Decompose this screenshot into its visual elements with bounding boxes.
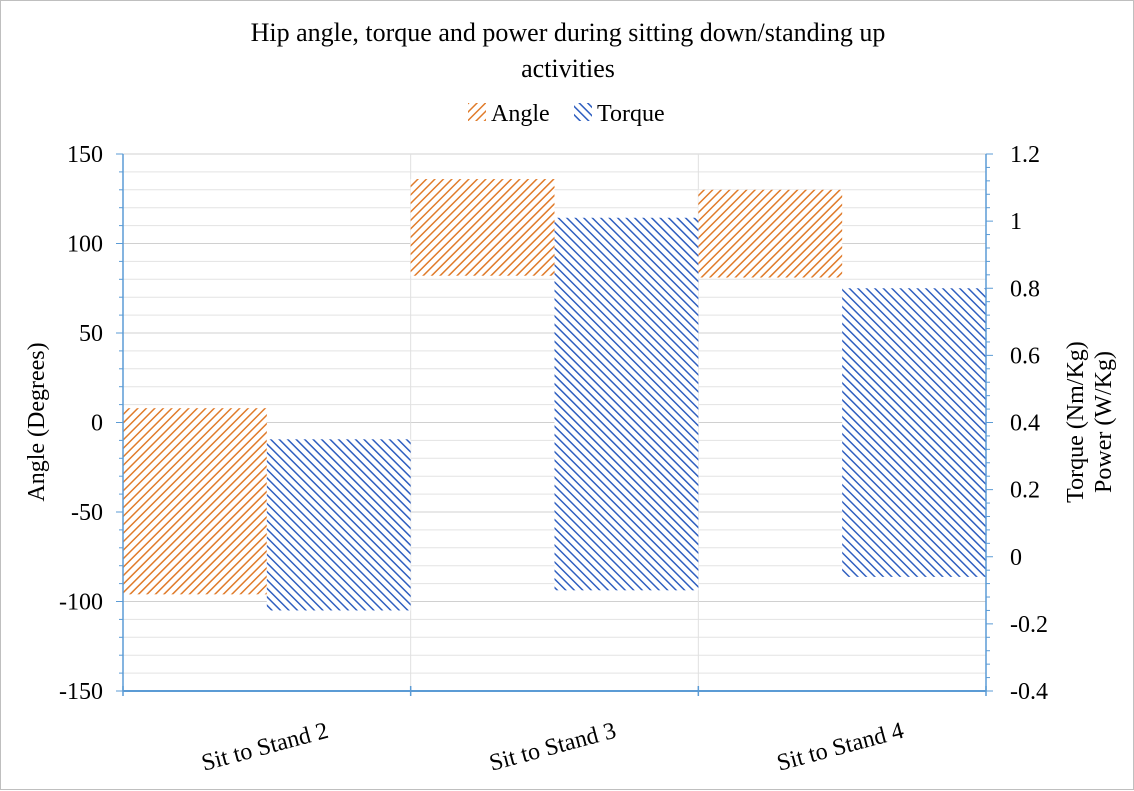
left-tick-label: 50 [79,321,103,347]
legend-label-angle: Angle [491,101,550,127]
bar-torque-3 [842,288,986,577]
bar-torque-1 [266,439,411,611]
chart-title-line-2: activities [521,54,615,83]
right-tick-label: 1 [1010,209,1022,235]
left-tick-label: -150 [59,679,103,705]
left-tick-label: -50 [71,500,103,526]
legend: Angle Torque [468,101,665,127]
right-tick-label: 0.6 [1010,343,1040,369]
right-tick-label: -0.4 [1010,679,1048,705]
category-labels: Sit to Stand 2 Sit to Stand 3 Sit to Stand… [199,718,907,777]
right-tick-label: 0 [1010,545,1022,571]
category-label: Sit to Stand 3 [487,718,619,777]
tick-labels: 150 100 50 0 -50 -100 -150 1.2 1 0.8 0.6 0.4 0.2 0 -0.… [59,142,1048,705]
legend-swatch-torque [574,103,592,121]
right-tick-label: -0.2 [1010,612,1048,638]
category-label: Sit to Stand 4 [774,718,906,777]
right-tick-label: 0.8 [1010,276,1040,302]
bar-angle-3 [698,189,843,278]
bar-angle-2 [410,179,555,276]
bars [123,179,986,611]
left-tick-label: 100 [67,232,103,258]
left-tick-label: 0 [91,411,103,437]
chart-title-line-1: Hip angle, torque and power during sitti… [251,18,886,47]
category-label: Sit to Stand 2 [199,718,331,777]
legend-label-torque: Torque [597,101,665,127]
right-axis-title-power: Power (W/Kg) [1091,351,1117,493]
bar-angle-1 [123,408,267,595]
right-axis-title-torque: Torque (Nm/Kg) [1063,341,1089,503]
right-tick-label: 0.2 [1010,478,1040,504]
right-tick-label: 0.4 [1010,411,1040,437]
legend-swatch-angle [468,103,486,121]
right-tick-label: 1.2 [1010,142,1040,168]
left-tick-label: -100 [59,590,103,616]
left-axis-title: Angle (Degrees) [24,342,50,501]
axes [116,153,993,696]
bar-torque-2 [554,217,699,591]
left-tick-label: 150 [67,142,103,168]
